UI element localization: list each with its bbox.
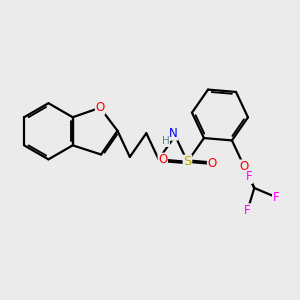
Text: O: O xyxy=(95,101,105,114)
Text: S: S xyxy=(183,155,192,168)
Text: F: F xyxy=(246,170,252,183)
Text: H: H xyxy=(162,136,170,146)
Text: O: O xyxy=(240,160,249,173)
Text: N: N xyxy=(169,127,177,140)
Text: F: F xyxy=(273,190,279,204)
Text: O: O xyxy=(158,153,167,166)
Text: F: F xyxy=(244,204,251,217)
Text: O: O xyxy=(208,158,217,170)
